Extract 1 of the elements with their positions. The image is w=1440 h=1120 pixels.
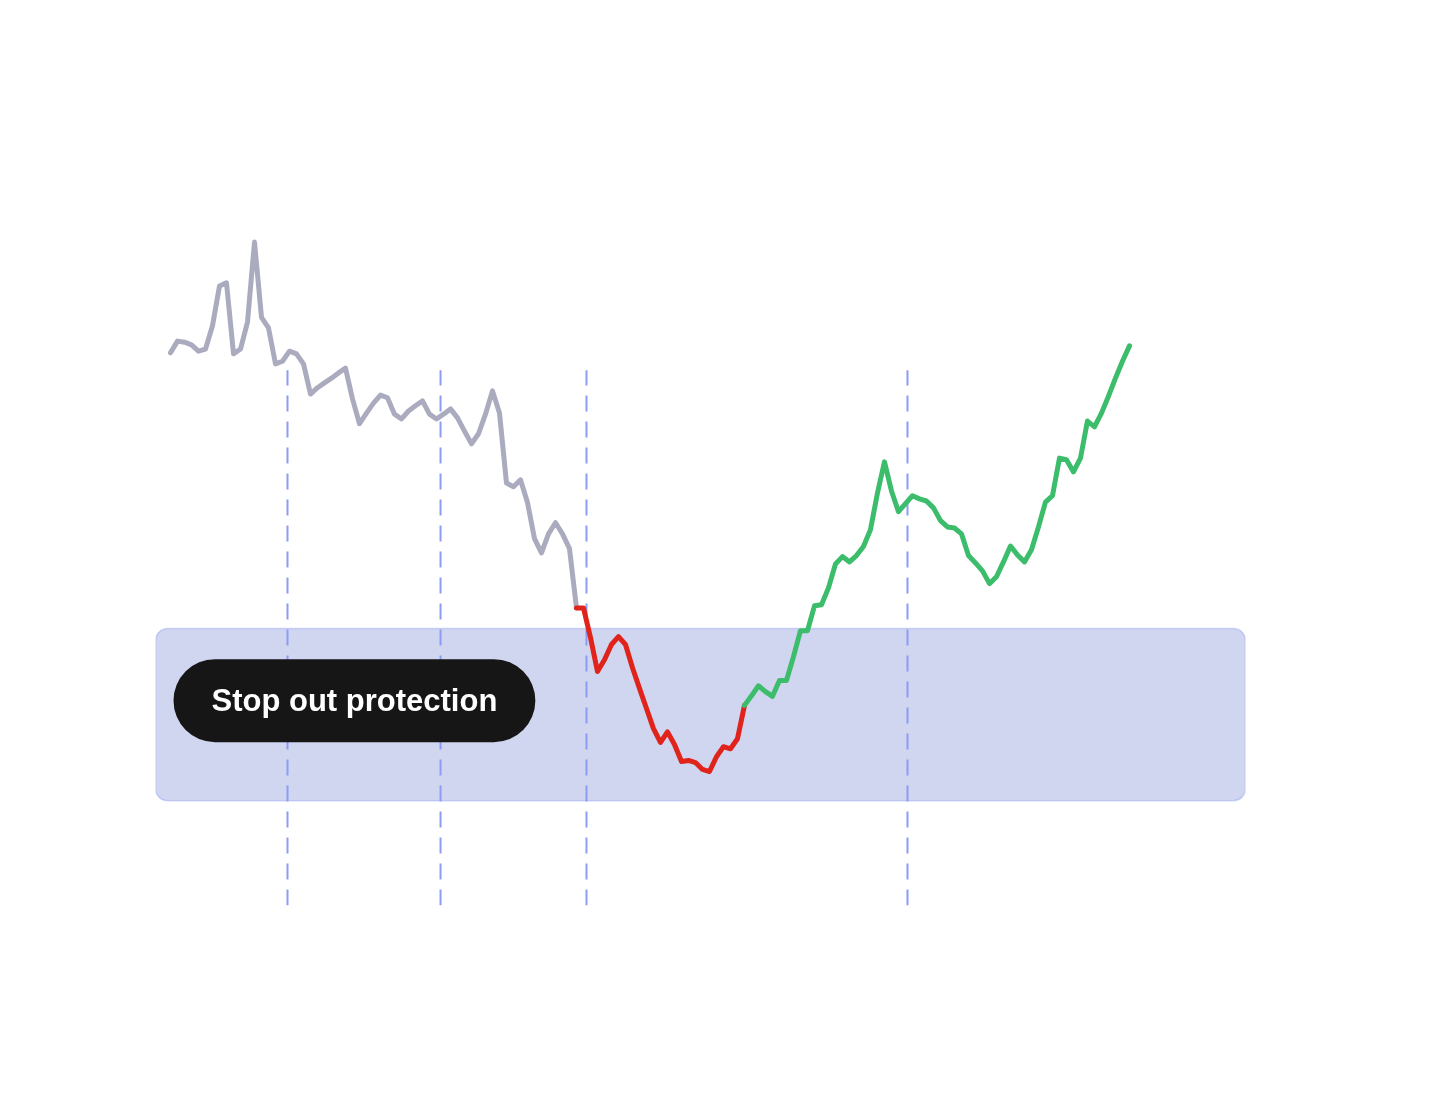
band-label: Stop out protection [211, 683, 498, 719]
